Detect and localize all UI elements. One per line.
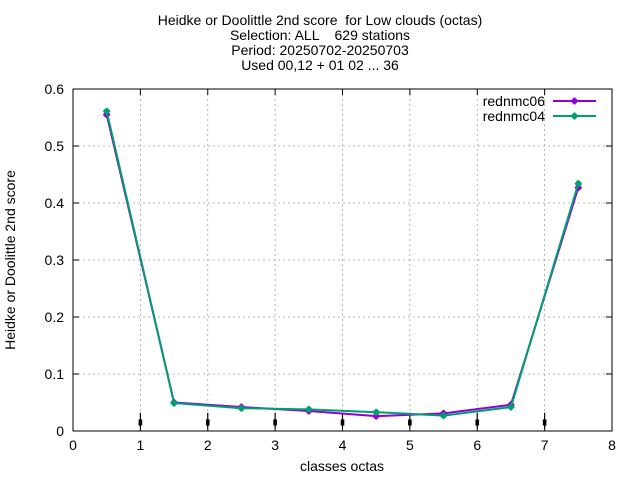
x-tick-label: 1 (136, 437, 144, 453)
error-bar-marker (340, 419, 345, 426)
legend-marker-rednmc04 (571, 113, 578, 119)
chart-title-line-2: Selection: ALL 629 stations (229, 27, 411, 43)
error-bar-marker (138, 419, 143, 426)
x-axis-label: classes octas (299, 458, 385, 474)
x-tick-label: 5 (406, 437, 414, 453)
error-bar-marker (205, 419, 210, 426)
data-point-rednmc04 (440, 412, 447, 419)
data-point-rednmc04 (507, 404, 514, 411)
y-tick-label: 0.1 (45, 366, 65, 382)
x-tick-label: 3 (271, 437, 279, 453)
legend-marker-rednmc06 (571, 98, 578, 104)
chart-title-line-4: Used 00,12 + 01 02 ... 36 (241, 57, 399, 73)
chart-title-line-3: Period: 20250702-20250703 (231, 42, 409, 58)
y-tick-label: 0.2 (45, 309, 65, 325)
series-line-rednmc04 (105, 111, 580, 417)
x-tick-label: 2 (204, 437, 212, 453)
data-point-rednmc04 (103, 108, 110, 115)
x-tick-label: 6 (473, 437, 481, 453)
x-tick-label: 4 (339, 437, 347, 453)
error-bar-marker (408, 419, 412, 426)
x-tick-label: 8 (608, 437, 616, 453)
y-tick-label: 0.4 (45, 195, 65, 211)
x-tick-label: 7 (541, 437, 549, 453)
error-bar-marker (542, 419, 547, 426)
y-tick-label: 0 (56, 423, 64, 439)
legend-label-rednmc04: rednmc04 (482, 108, 545, 124)
y-tick-label: 0.5 (45, 138, 65, 154)
y-tick-label: 0.3 (45, 252, 65, 268)
data-point-rednmc04 (575, 180, 582, 187)
data-point-rednmc04 (373, 409, 380, 416)
error-bar-marker (273, 419, 277, 426)
error-bar-marker (475, 419, 480, 426)
chart-title-line-1: Heidke or Doolittle 2nd score for Low cl… (157, 12, 483, 28)
legend-label-rednmc06: rednmc06 (482, 93, 545, 109)
data-point-rednmc04 (171, 400, 178, 407)
data-point-rednmc04 (305, 406, 312, 413)
x-tick-label: 0 (69, 437, 77, 453)
y-tick-label: 0.6 (45, 81, 65, 97)
y-axis-label: Heidke or Doolittle 2nd score (2, 170, 18, 350)
data-point-rednmc04 (238, 405, 245, 412)
